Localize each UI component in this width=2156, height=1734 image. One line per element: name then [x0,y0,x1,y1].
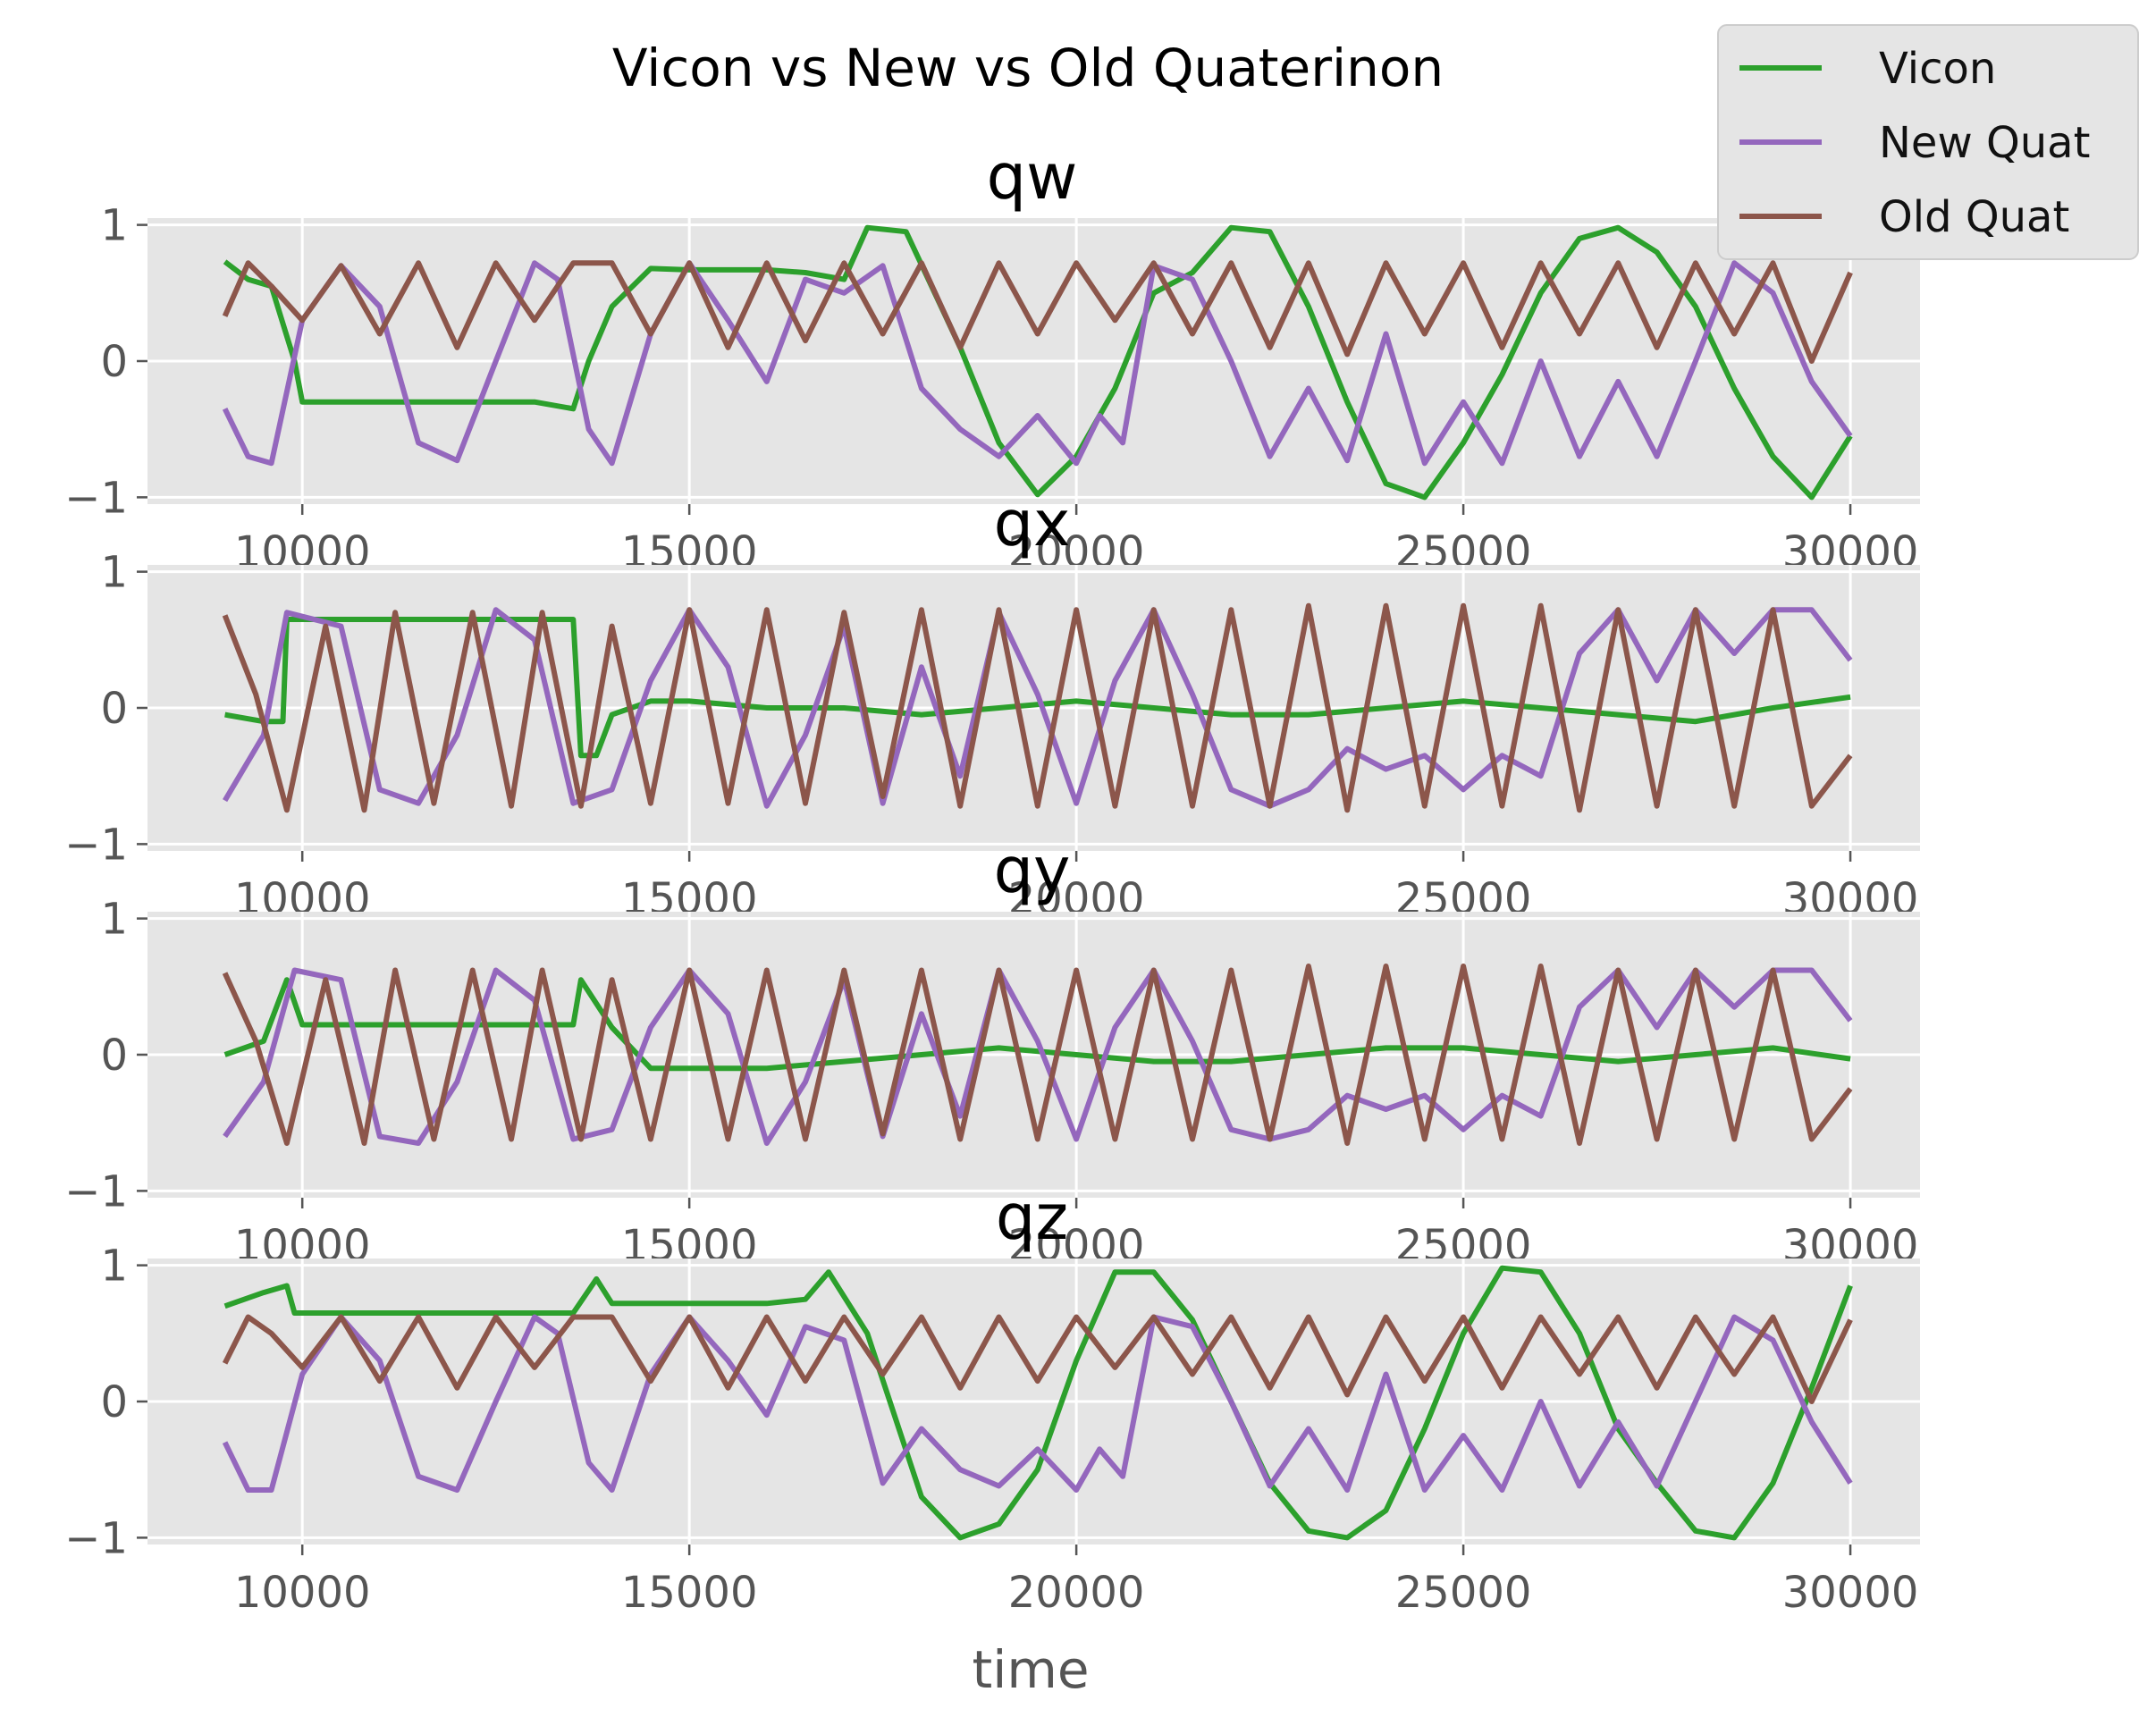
legend: Vicon New Quat Old Quat [1717,24,2139,260]
x-tick-label: 30000 [1782,1568,1919,1618]
y-tick-label: 1 [100,548,128,598]
subplot-title: qy [994,834,1071,907]
x-axis-label: time [972,1639,1089,1700]
subplot-title: qw [987,140,1078,214]
subplot-title: qx [994,487,1071,560]
legend-label-old_quat: Old Quat [1879,192,2069,242]
x-tick-label: 15000 [621,1568,758,1618]
series-line-new_quat [222,260,1853,467]
y-tick-label: −1 [64,473,128,523]
y-tick-label: 1 [100,895,128,945]
y-tick-label: 0 [100,684,128,734]
series-line-old_quat [222,602,1853,813]
legend-label-new_quat: New Quat [1879,118,2090,168]
series-line-vicon [223,1265,1853,1541]
subplot-title: qz [996,1181,1068,1254]
y-tick-label: 0 [100,1377,128,1427]
series-line-new_quat [222,1314,1853,1493]
x-tick-label: 20000 [1008,1568,1145,1618]
series-line-vicon [224,617,1851,759]
y-tick-label: 0 [100,337,128,387]
x-tick-label: 10000 [234,1568,371,1618]
legend-label-vicon: Vicon [1879,44,1996,94]
y-tick-label: −1 [64,1513,128,1563]
x-tick-label: 25000 [1395,1568,1532,1618]
figure-suptitle: Vicon vs New vs Old Quaterinon [612,38,1444,98]
y-tick-label: −1 [64,820,128,870]
series-line-vicon [223,224,1853,501]
y-tick-label: 0 [100,1031,128,1081]
subplot-qz: 10000 15000 20000 25000 30000 −1 0 1 qz [64,1181,1920,1618]
series-line-new_quat [223,607,1853,809]
series-line-old_quat [222,260,1853,364]
series-line-old_quat [222,1314,1853,1404]
subplots: 10000 15000 20000 25000 30000 −1 0 1 qw 10000 1500… [64,140,1920,1618]
series-line-new_quat [223,967,1853,1146]
legend-box [1717,24,2139,260]
y-tick-label: −1 [64,1166,128,1216]
series-line-old_quat [222,964,1853,1146]
y-tick-label: 1 [100,201,128,251]
y-tick-label: 1 [100,1242,128,1292]
